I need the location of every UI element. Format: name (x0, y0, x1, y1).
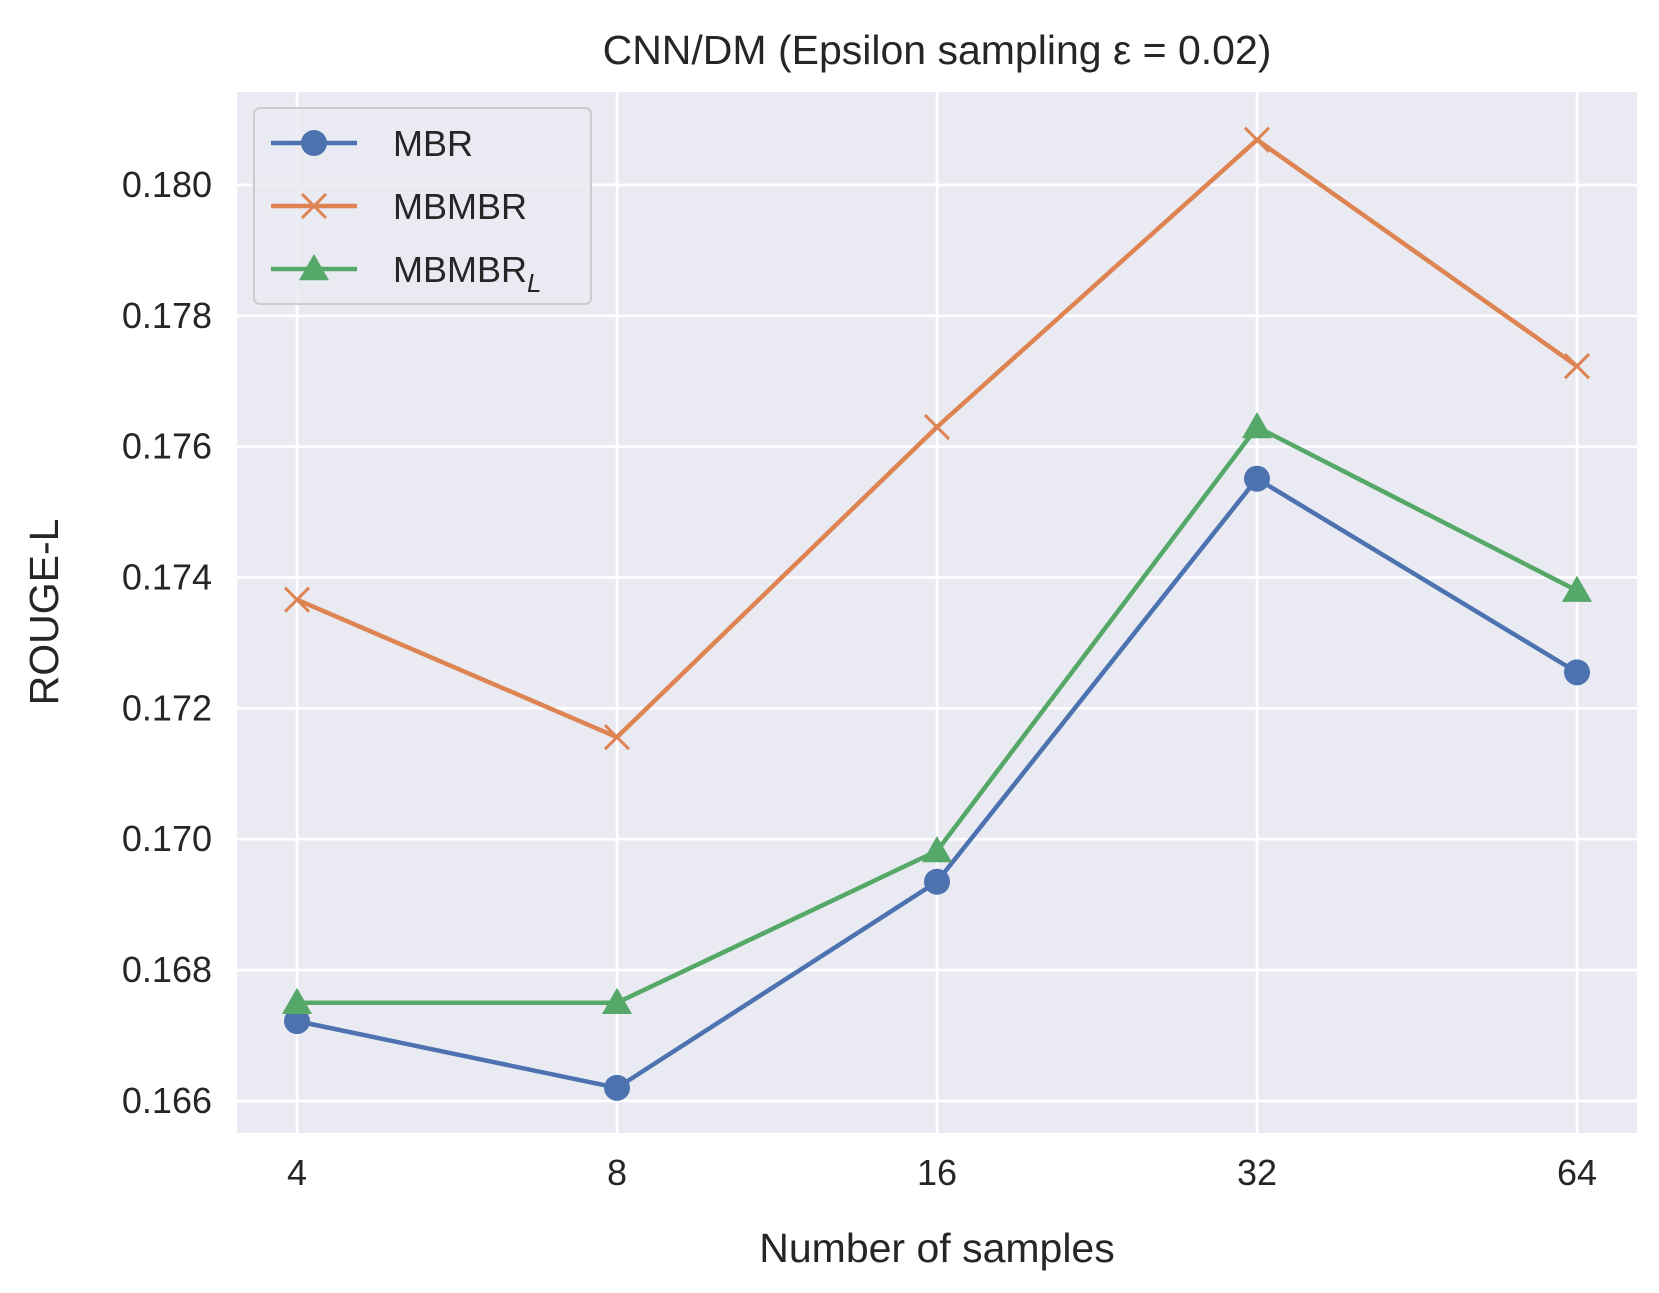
data-point (924, 868, 950, 895)
x-tick-label: 32 (1237, 1152, 1277, 1193)
grid (237, 92, 1637, 1133)
y-tick-label: 0.178 (122, 295, 212, 336)
legend-item: MBMBR (271, 186, 527, 227)
legend-label: MBR (393, 123, 473, 164)
y-tick-label: 0.180 (122, 164, 212, 205)
data-point (604, 1074, 630, 1101)
legend-box (253, 107, 592, 305)
x-axis-label: Number of samples (759, 1225, 1114, 1271)
data-point (602, 987, 632, 1015)
data-point (1564, 659, 1590, 686)
legend-label: MBMBR (393, 186, 527, 227)
legend-marker (301, 130, 327, 156)
data-point (1243, 126, 1271, 153)
y-tick-label: 0.168 (122, 949, 212, 990)
legend-item: MBR (271, 123, 473, 164)
data-point (603, 724, 631, 751)
series-mbmbr (283, 126, 1591, 751)
x-tick-label: 8 (607, 1152, 627, 1193)
data-point (922, 835, 952, 863)
series-mbmbr-l (282, 412, 1592, 1015)
data-point (1244, 465, 1270, 492)
y-axis-label: ROUGE-L (21, 519, 67, 706)
ticks-layer: 4 8 16 32 64 0.166 0.168 0.170 0.172 0.174 0.176 0.… (122, 164, 1597, 1193)
chart-title: CNN/DM (Epsilon sampling ε = 0.02) (603, 27, 1272, 73)
legend-marker (300, 192, 328, 220)
series-layer (282, 126, 1592, 1101)
y-tick-label: 0.170 (122, 818, 212, 859)
legend-label: MBMBRL (393, 249, 541, 298)
data-point (923, 413, 951, 441)
x-tick-label: 4 (287, 1152, 307, 1193)
y-tick-label: 0.166 (122, 1080, 212, 1121)
y-tick-label: 0.176 (122, 426, 212, 467)
y-tick-label: 0.172 (122, 687, 212, 728)
data-point (1242, 412, 1272, 439)
y-tick-label: 0.174 (122, 556, 212, 597)
series-mbr (284, 465, 1590, 1101)
x-tick-label: 16 (917, 1152, 957, 1193)
data-point (284, 1008, 310, 1035)
legend-marker (299, 254, 329, 281)
data-point (282, 987, 312, 1015)
legend-item: MBMBRL (271, 249, 541, 298)
data-point (283, 586, 311, 613)
data-point (1562, 575, 1592, 602)
legend: MBR MBMBR MBMBRL (253, 107, 592, 305)
data-point (1563, 353, 1591, 380)
x-tick-label: 64 (1557, 1152, 1597, 1193)
